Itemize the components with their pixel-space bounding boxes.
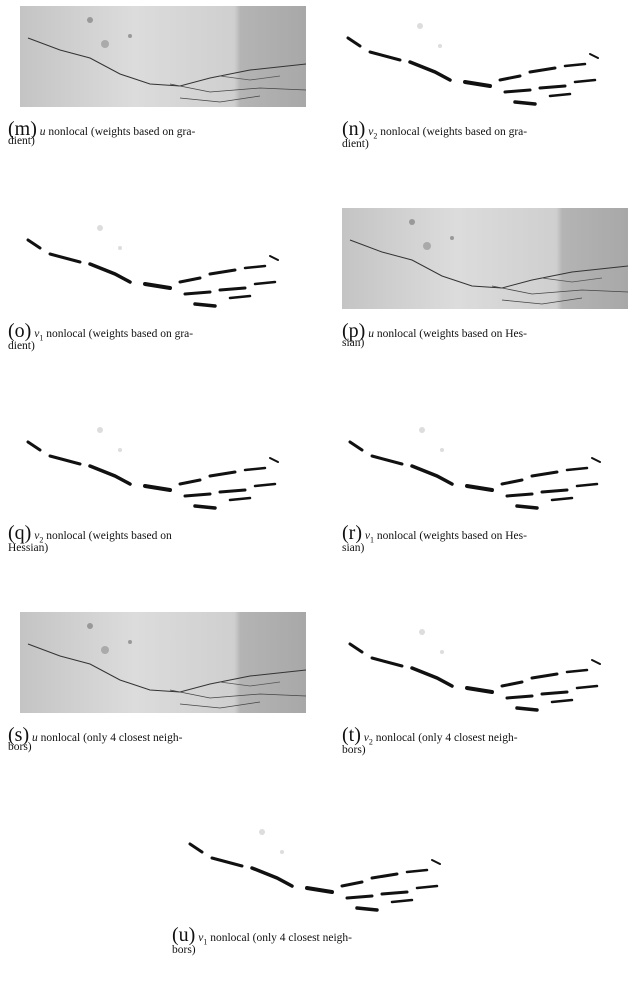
caption: (r) v1 nonlocal (weights based on Hes-si… [342, 523, 640, 555]
variable: u [368, 328, 374, 340]
caption: (m) u nonlocal (weights based on gra-die… [8, 119, 308, 147]
subscript: 1 [39, 333, 44, 343]
subscript: 2 [373, 131, 378, 141]
panel-image [340, 6, 626, 107]
variable: u [31, 732, 38, 744]
variable: v [363, 732, 369, 744]
panel-label: (t) [342, 724, 361, 746]
subscript: 2 [39, 535, 44, 545]
subscript: 1 [203, 937, 208, 947]
caption-line: Hessian) [8, 542, 49, 555]
caption-line: sian) [342, 337, 365, 349]
image-content [20, 6, 306, 107]
panel-label: (n) [342, 118, 366, 140]
caption-line: bors) [172, 944, 196, 957]
image-content [342, 410, 628, 511]
panel-image [342, 410, 628, 511]
caption-line: nonlocal (weights based on gra- [48, 126, 196, 138]
caption-line: sian) [342, 542, 365, 555]
caption: (s) u nonlocal (only 4 closest neigh-bor… [8, 725, 308, 753]
caption-line: nonlocal (only 4 closest neigh- [210, 932, 352, 944]
caption-line: nonlocal (weights based on [46, 530, 172, 542]
panel-label: (p) [342, 320, 366, 342]
panel-image [20, 410, 306, 511]
caption-line: nonlocal (only 4 closest neigh- [375, 732, 518, 744]
variable: v [34, 328, 40, 340]
caption-line: nonlocal (only 4 closest neigh- [40, 732, 183, 744]
caption: (u) v1 nonlocal (only 4 closest neigh-bo… [172, 925, 472, 957]
panel-label: (m) [8, 118, 37, 140]
variable: u [39, 126, 46, 138]
caption: (t) v2 nonlocal (only 4 closest neigh-bo… [342, 725, 640, 757]
panel-image [182, 812, 468, 913]
panel-image [342, 612, 628, 713]
caption-line: nonlocal (weights based on Hes- [376, 328, 527, 340]
image-content [182, 812, 468, 913]
image-content [20, 208, 306, 309]
panel-label: (q) [8, 522, 32, 544]
variable: v [198, 932, 204, 944]
caption: (o) v1 nonlocal (weights based on gra-di… [8, 321, 308, 353]
caption-line: bors) [8, 741, 32, 753]
panel-image [20, 612, 306, 713]
caption-line: bors) [342, 744, 366, 757]
image-content [20, 612, 306, 713]
panel-label: (u) [172, 924, 196, 946]
caption-line: nonlocal (weights based on gra- [46, 328, 194, 340]
caption: (q) v2 nonlocal (weights based on Hessian… [8, 523, 308, 555]
image-content [342, 612, 628, 713]
caption: (n) v2 nonlocal (weights based on gra-di… [342, 119, 640, 151]
subscript: 1 [369, 535, 374, 545]
panel-image [20, 208, 306, 309]
panel-image [342, 208, 628, 309]
variable: v [368, 126, 374, 138]
caption: (p) u nonlocal (weights based on Hes-sia… [342, 321, 640, 349]
caption-line: dient) [8, 135, 35, 147]
panel-label: (s) [8, 724, 30, 746]
variable: v [34, 530, 40, 542]
image-content [20, 410, 306, 511]
caption-line: nonlocal (weights based on Hes- [376, 530, 527, 542]
caption-line: dient) [8, 340, 35, 353]
image-content [342, 208, 628, 309]
subscript: 2 [368, 737, 373, 747]
caption-line: dient) [342, 138, 369, 151]
panel-image [20, 6, 306, 107]
caption-line: nonlocal (weights based on gra- [380, 126, 528, 138]
panel-label: (o) [8, 320, 32, 342]
image-content [340, 6, 626, 107]
panel-label: (r) [342, 522, 362, 544]
variable: v [364, 530, 370, 542]
